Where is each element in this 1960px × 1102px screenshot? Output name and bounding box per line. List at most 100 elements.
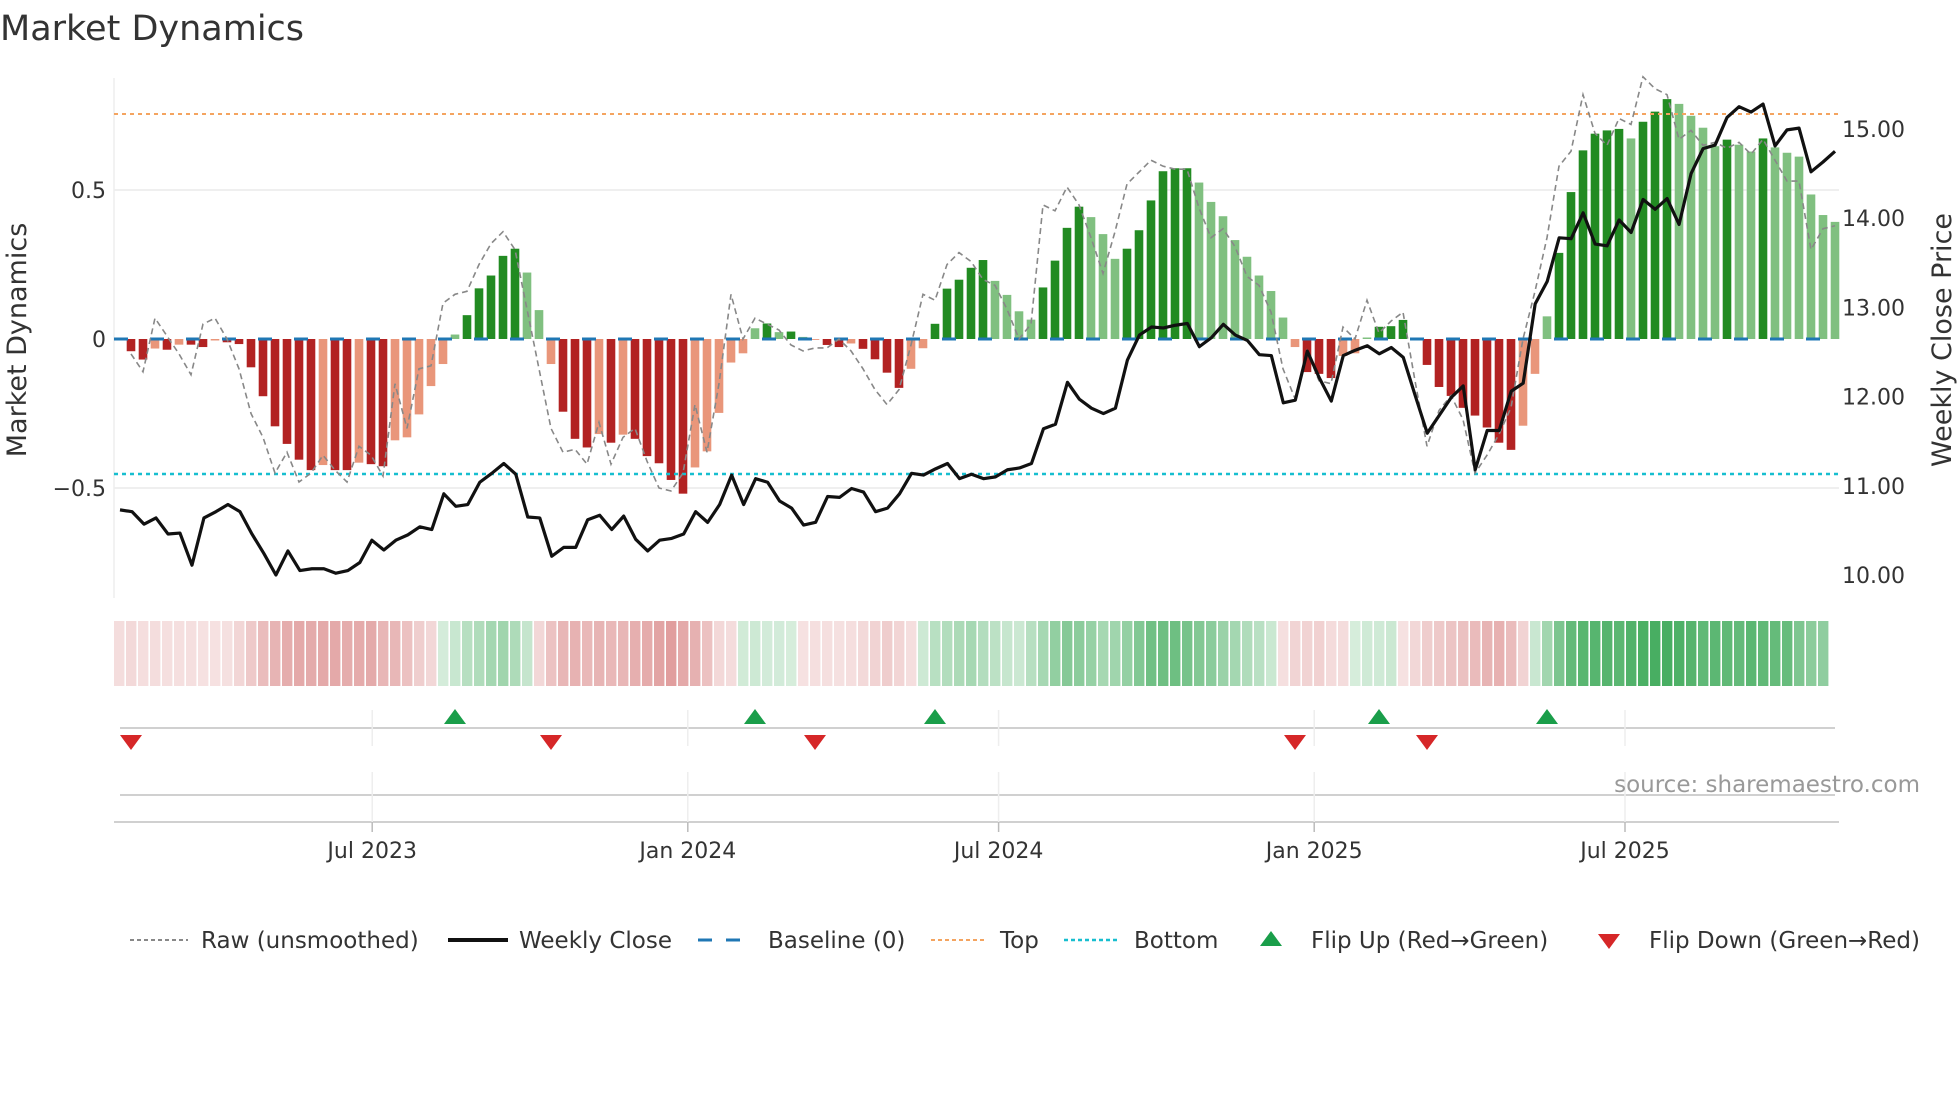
- heat-cell: [1302, 621, 1313, 686]
- heat-cell: [1734, 621, 1745, 686]
- dynamics-bar: [1806, 194, 1816, 339]
- dynamics-bar: [510, 248, 520, 339]
- dynamics-bar: [1098, 234, 1108, 339]
- dynamics-bar: [1698, 127, 1708, 339]
- dynamics-bar: [378, 339, 388, 467]
- x-tick-label: Jan 2024: [637, 839, 736, 864]
- heat-cell: [1290, 621, 1301, 686]
- dynamics-bar: [1638, 121, 1648, 340]
- heat-cell: [1470, 621, 1481, 686]
- dynamics-bar: [1050, 260, 1060, 339]
- dynamics-bar: [1650, 111, 1660, 339]
- raw-line: [130, 75, 1836, 492]
- left-y-axis-label: Market Dynamics: [2, 223, 33, 458]
- dynamics-bar: [1218, 216, 1228, 339]
- dynamics-bar: [186, 339, 196, 345]
- y-tick-label-right: 14.00: [1842, 207, 1905, 232]
- dynamics-bar: [1002, 294, 1012, 339]
- dynamics-bar: [834, 339, 844, 348]
- dynamics-bar: [498, 255, 508, 339]
- dynamics-bar: [1110, 258, 1120, 339]
- heat-cell: [990, 621, 1001, 686]
- dynamics-bar: [1542, 316, 1552, 339]
- heat-cell: [198, 621, 209, 686]
- heat-cell: [414, 621, 425, 686]
- heat-cell: [1494, 621, 1505, 686]
- dynamics-bar: [366, 339, 376, 465]
- heat-cell: [1326, 621, 1337, 686]
- dynamics-bar: [1182, 168, 1192, 339]
- heat-cell: [1554, 621, 1565, 686]
- heat-cell: [594, 621, 605, 686]
- dynamics-bar: [546, 339, 556, 365]
- dynamics-bar: [570, 339, 580, 439]
- heat-cell: [1518, 621, 1529, 686]
- heat-cell: [114, 621, 125, 686]
- dynamics-bar: [1158, 171, 1168, 339]
- dynamics-bar: [234, 339, 244, 345]
- heat-cell: [138, 621, 149, 686]
- heat-cell: [1674, 621, 1685, 686]
- dynamics-bar: [402, 339, 412, 438]
- heat-cell: [1278, 621, 1289, 686]
- heat-cell: [210, 621, 221, 686]
- heat-cell: [1182, 621, 1193, 686]
- dynamics-bar: [810, 339, 820, 340]
- heat-cell: [1002, 621, 1013, 686]
- heat-cell: [534, 621, 545, 686]
- heat-cell: [570, 621, 581, 686]
- flip-down-marker: [804, 735, 826, 750]
- dynamics-bar: [1074, 206, 1084, 339]
- heat-cell: [510, 621, 521, 686]
- dynamics-bar: [282, 339, 292, 444]
- heat-cell: [1818, 621, 1829, 686]
- heat-cell: [270, 621, 281, 686]
- y-tick-label-right: 10.00: [1842, 564, 1905, 589]
- dynamics-bar: [846, 339, 856, 344]
- heat-cell: [702, 621, 713, 686]
- flip-markers-row: [120, 709, 1835, 750]
- heat-cell: [1218, 621, 1229, 686]
- dynamics-bar: [642, 339, 652, 457]
- heat-cell: [1566, 621, 1577, 686]
- heat-cell: [894, 621, 905, 686]
- heat-cell: [1698, 621, 1709, 686]
- dynamics-bar: [1446, 339, 1456, 396]
- heat-cell: [390, 621, 401, 686]
- dynamics-bar: [678, 339, 688, 494]
- heat-cell: [1062, 621, 1073, 686]
- heat-cell: [870, 621, 881, 686]
- dynamics-bar: [978, 260, 988, 339]
- heat-cell: [126, 621, 137, 686]
- heat-cell: [246, 621, 257, 686]
- dynamics-bar: [1470, 339, 1480, 416]
- dynamics-bar: [582, 339, 592, 448]
- flip-down-marker: [540, 735, 562, 750]
- dynamics-bar: [534, 310, 544, 339]
- dynamics-bar: [1566, 192, 1576, 339]
- heat-cell: [1206, 621, 1217, 686]
- legend-flip-up-icon: [1260, 931, 1282, 946]
- dynamics-bar: [1230, 240, 1240, 339]
- heat-cell: [846, 621, 857, 686]
- dynamics-bar: [1206, 201, 1216, 339]
- dynamics-bar: [462, 315, 472, 339]
- heat-cell: [1170, 621, 1181, 686]
- dynamics-bar: [438, 339, 448, 365]
- heat-cell: [258, 621, 269, 686]
- heat-cell: [1458, 621, 1469, 686]
- dynamics-bar: [894, 339, 904, 388]
- heat-cell: [1542, 621, 1553, 686]
- flip-up-marker: [1536, 709, 1558, 724]
- dynamics-bar: [258, 339, 268, 397]
- left-y-ticks: 0.5 0 −0.5: [53, 179, 106, 502]
- heat-cell: [462, 621, 473, 686]
- heat-cell: [1614, 621, 1625, 686]
- heat-cell: [1098, 621, 1109, 686]
- heat-cell: [1746, 621, 1757, 686]
- heat-cell: [1050, 621, 1061, 686]
- dynamics-bar: [714, 339, 724, 413]
- weekly-close-line: [119, 102, 1837, 577]
- legend-bottom-label: Bottom: [1134, 928, 1218, 954]
- flip-down-marker: [1416, 735, 1438, 750]
